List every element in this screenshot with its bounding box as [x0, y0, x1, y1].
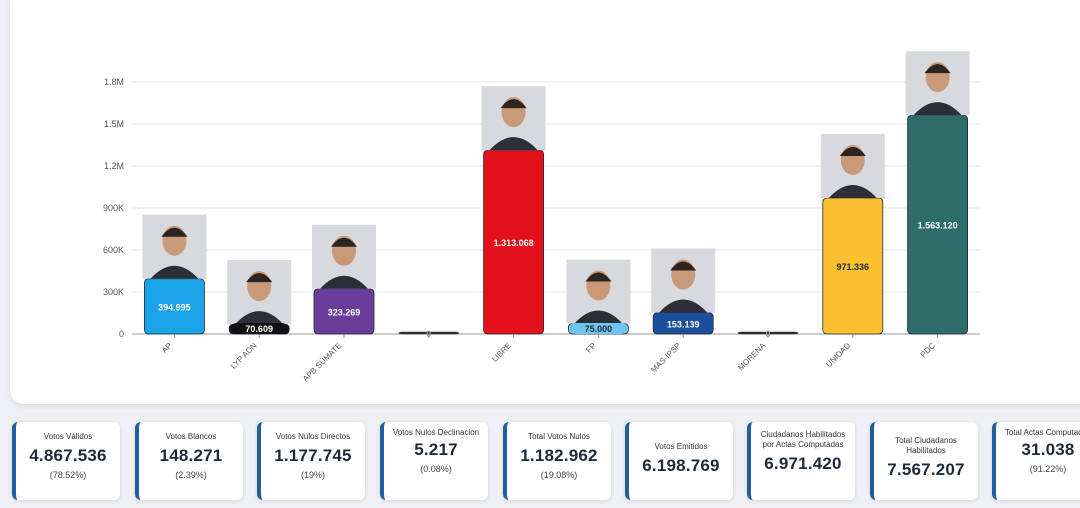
bar-value-label: 70.609 [245, 324, 273, 334]
stat-label: Total Votos Nulos [528, 432, 590, 441]
bar-value-label: 153.139 [667, 319, 700, 329]
y-tick-label: 1.8M [104, 77, 124, 87]
candidate-hair-shape [839, 147, 866, 157]
bar-value-label: 394.995 [158, 302, 191, 312]
x-category-label: MORENA [736, 341, 768, 373]
x-category-label: APB SÚMATE [301, 341, 343, 383]
stat-label: Total Actas Computadas [1004, 428, 1080, 437]
stat-card-votos-validos: Votos Válidos 4.867.536 (78.52%) [12, 422, 120, 500]
bar [398, 331, 460, 335]
y-tick-label: 900K [103, 203, 124, 213]
stat-card-votos-nulos-directos: Votos Nulos Directos 1.177.745 (19%) [257, 422, 365, 500]
bar-value-label: 1.563.120 [918, 221, 958, 231]
stat-percent: (19.08%) [540, 470, 578, 480]
y-tick-label: 0 [119, 329, 124, 339]
stats-row: Votos Válidos 4.867.536 (78.52%) Votos B… [0, 418, 1080, 508]
candidate-hair-shape [246, 273, 273, 283]
stat-percent: (0.08%) [420, 464, 452, 474]
y-tick-label: 1.2M [104, 161, 124, 171]
bar [737, 331, 799, 335]
stat-card-total-actas-computadas: Total Actas Computadas 31.038 (91.22%) [992, 422, 1080, 500]
stat-value: 148.271 [159, 446, 223, 465]
candidate-body-shape [913, 102, 962, 116]
candidate-hair-shape [161, 227, 188, 237]
stat-label: Votos Blancos [165, 432, 217, 441]
value-label-bg [570, 323, 627, 334]
x-category-label: AP [160, 341, 174, 355]
bar-chart: 0 300K 600K 900K 1.2M 1.5M 1.8M AP 394.995 LYP AD… [103, 51, 980, 383]
x-category-label: LIBRE [490, 341, 513, 364]
stat-percent: (19%) [300, 470, 325, 480]
x-category-label: PDC [919, 341, 937, 359]
stat-card-ciudadanos-habilitados-actas: Ciudadanos Habilitados por Actas Computa… [747, 422, 855, 500]
value-label-bg [231, 323, 288, 334]
candidate-body-shape [320, 275, 368, 289]
candidate-hair-shape [585, 272, 612, 282]
bar-value-label: 1.313.068 [494, 238, 534, 248]
stat-value: 1.177.745 [274, 446, 352, 465]
stat-value: 6.198.769 [642, 456, 720, 475]
stat-value: 5.217 [414, 440, 458, 459]
x-category-label: LYP ADN [229, 341, 259, 371]
candidate-body-shape [828, 185, 877, 199]
x-category-label: UNIDAD [824, 341, 852, 369]
bar-value-label: 0 [426, 329, 431, 339]
bar-value-label: 971.336 [837, 262, 870, 272]
stat-card-total-votos-nulos: Total Votos Nulos 1.182.962 (19.08%) [503, 422, 611, 500]
candidate-body-shape [574, 310, 623, 324]
bar-value-label: 323.269 [328, 307, 361, 317]
stat-label: Total Ciudadanos Habilitados [895, 436, 957, 455]
stat-percent: (2.39%) [175, 470, 207, 480]
x-category-label: MAS-IPSP [649, 341, 682, 374]
stat-percent: (91.22%) [1029, 464, 1067, 474]
stat-value: 31.038 [1021, 440, 1075, 459]
candidate-body-shape [489, 137, 538, 151]
stat-label: Votos Nulos Declinacion [392, 428, 480, 437]
stat-percent: (78.52%) [49, 470, 87, 480]
stat-card-votos-emitidos: Votos Emitidos 6.198.769 [625, 422, 733, 500]
stat-value: 1.182.962 [520, 446, 598, 465]
stat-card-votos-nulos-declinacion: Votos Nulos Declinacion 5.217 (0.08%) [380, 422, 488, 500]
stat-value: 7.567.207 [887, 460, 965, 479]
candidate-hair-shape [924, 64, 951, 74]
bar-value-label: 75.000 [585, 324, 613, 334]
stat-value: 6.971.420 [764, 454, 842, 473]
stat-label: Votos Válidos [43, 432, 93, 441]
stat-label: Votos Nulos Directos [275, 432, 351, 441]
x-category-label: FP [584, 341, 598, 355]
stat-label: Ciudadanos Habilitados por Actas Computa… [760, 430, 846, 449]
chart-card [10, 0, 1080, 404]
stat-card-votos-blancos: Votos Blancos 148.271 (2.39%) [135, 422, 243, 500]
y-tick-label: 300K [103, 287, 124, 297]
candidate-hair-shape [670, 261, 697, 271]
candidate-hair-shape [500, 99, 527, 109]
stat-value: 4.867.536 [29, 446, 107, 465]
candidate-body-shape [235, 311, 284, 325]
candidate-body-shape [659, 299, 708, 313]
y-tick-label: 600K [103, 245, 124, 255]
y-tick-label: 1.5M [104, 119, 124, 129]
candidate-hair-shape [331, 237, 357, 247]
candidate-body-shape [150, 265, 199, 279]
bar-value-label: 0 [765, 329, 770, 339]
stat-label: Votos Emitidos [654, 442, 708, 451]
stat-card-total-ciudadanos-habilitados: Total Ciudadanos Habilitados 7.567.207 [870, 422, 978, 500]
